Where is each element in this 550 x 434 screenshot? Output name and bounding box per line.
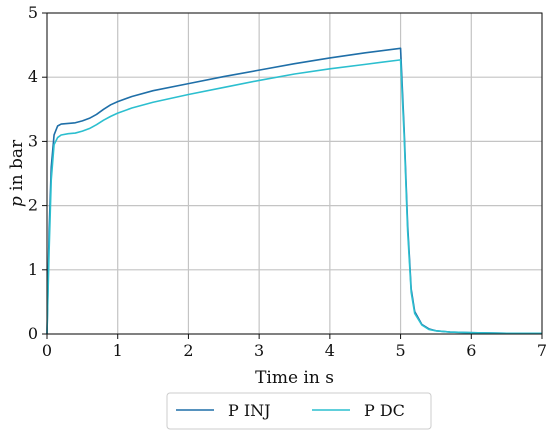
x-tick-label: 6 [466, 341, 476, 360]
x-tick-label: 1 [113, 341, 123, 360]
y-axis-label-unit: in bar [7, 139, 27, 196]
plot-frame [46, 12, 543, 335]
series-line-p-inj [46, 47, 542, 335]
y-tick-label: 2 [28, 196, 38, 215]
y-tick-label: 3 [28, 131, 38, 150]
y-axis-label-variable: p [7, 196, 27, 207]
series-lines [46, 47, 542, 335]
x-tick-label: 5 [395, 341, 405, 360]
y-axis-label: p in bar [7, 139, 27, 207]
x-axis-label: Time in s [255, 368, 334, 388]
y-tick-label: 5 [28, 3, 38, 22]
legend-box [166, 392, 432, 430]
x-axis-ticks: 0 1 2 3 4 5 6 7 [42, 334, 547, 360]
x-tick-label: 4 [325, 341, 335, 360]
legend: P INJ P DC [166, 392, 432, 430]
y-tick-label: 4 [28, 67, 38, 86]
legend-label-p-inj: P INJ [228, 401, 271, 420]
x-tick-label: 7 [537, 341, 547, 360]
y-tick-label: 0 [28, 324, 38, 343]
grid-lines [46, 12, 543, 335]
y-tick-label: 1 [28, 260, 38, 279]
x-tick-label: 2 [183, 341, 193, 360]
x-tick-label: 3 [254, 341, 264, 360]
series-line-p-dc [46, 59, 542, 335]
x-tick-label: 0 [42, 341, 52, 360]
legend-label-p-dc: P DC [364, 401, 405, 420]
y-axis-ticks: 0 1 2 3 4 5 [28, 3, 47, 343]
